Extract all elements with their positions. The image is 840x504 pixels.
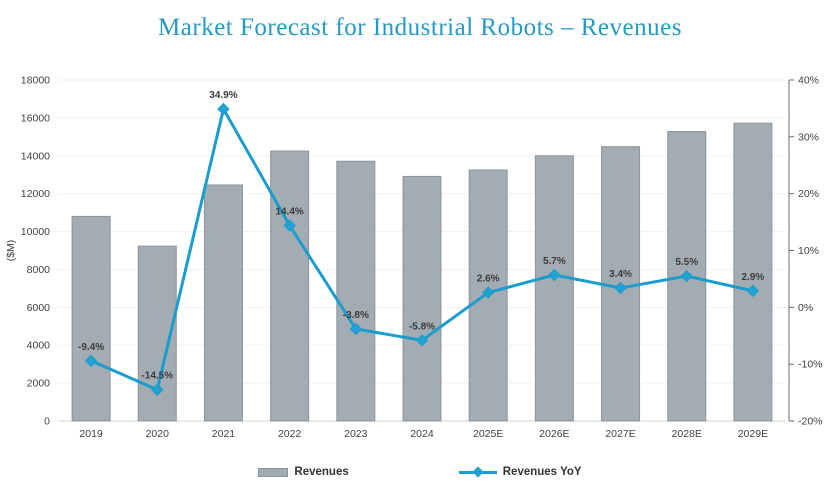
- x-axis-label-2020: 2020: [146, 428, 170, 440]
- yoy-marker-2022: [283, 219, 296, 232]
- bar-2029E: [733, 122, 773, 422]
- left-axis-tick-18000: 18000: [21, 75, 50, 87]
- yoy-data-label-2022: 14.4%: [275, 206, 303, 217]
- yoy-marker-2021: [217, 102, 230, 116]
- yoy-data-label-2027E: 3.4%: [609, 269, 632, 280]
- yoy-data-label-2029E: 2.9%: [742, 272, 765, 283]
- yoy-data-label-2028E: 5.5%: [675, 257, 698, 268]
- yoy-marker-2023: [349, 322, 363, 336]
- yoy-data-label-2025E: 2.6%: [477, 274, 500, 285]
- bar-2021: [203, 184, 243, 422]
- yoy-marker-2029E: [746, 284, 760, 298]
- yoy-marker-2028E: [680, 269, 693, 283]
- legend-item-revenues: Revenues: [258, 466, 349, 478]
- x-axis-label-2029E: 2029E: [738, 428, 768, 440]
- yoy-data-label-2023: -3.8%: [343, 310, 369, 321]
- revenues-swatch-icon: [258, 467, 289, 477]
- x-axis-label-2024: 2024: [410, 428, 434, 440]
- x-axis-label-2022: 2022: [278, 428, 302, 440]
- right-axis-tick--10: -10%: [798, 359, 823, 371]
- bar-2023: [336, 160, 376, 422]
- bar-2022: [270, 150, 310, 422]
- x-axis-label-2028E: 2028E: [672, 428, 702, 440]
- x-axis-label-2025E: 2025E: [473, 428, 503, 440]
- bar-2026E: [534, 155, 574, 422]
- x-axis-label-2021: 2021: [212, 428, 236, 440]
- left-axis-title: ($M): [5, 240, 17, 262]
- x-axis-label-2023: 2023: [344, 428, 368, 440]
- x-axis-label-2019: 2019: [79, 428, 103, 440]
- right-axis-tick-40: 40%: [798, 75, 819, 87]
- bar-2019: [71, 215, 111, 422]
- right-axis-tick-30: 30%: [798, 131, 819, 143]
- x-axis-label-2026E: 2026E: [539, 428, 569, 440]
- right-axis-tick-20: 20%: [798, 188, 819, 200]
- left-axis-tick-2000: 2000: [27, 378, 51, 390]
- left-axis-tick-14000: 14000: [21, 150, 50, 162]
- legend-label-revenues-yoy: Revenues YoY: [502, 466, 582, 478]
- x-axis-label-2027E: 2027E: [605, 428, 635, 440]
- left-axis-tick-12000: 12000: [21, 188, 50, 200]
- yoy-data-label-2021: 34.9%: [209, 90, 237, 101]
- right-axis-tick-10: 10%: [798, 245, 819, 257]
- left-axis-tick-16000: 16000: [21, 112, 50, 124]
- right-axis-tick-0: 0%: [798, 302, 813, 314]
- left-axis-tick-4000: 4000: [27, 340, 51, 352]
- bar-2024: [402, 175, 442, 422]
- left-axis-tick-0: 0: [44, 416, 50, 428]
- yoy-data-label-2026E: 5.7%: [543, 256, 566, 267]
- yoy-marker-2019: [84, 354, 98, 367]
- left-axis-tick-8000: 8000: [27, 264, 51, 276]
- yoy-data-label-2020: -14.5%: [141, 371, 173, 382]
- legend-item-revenues-yoy: Revenues YoY: [458, 466, 582, 478]
- yoy-marker-2020: [151, 383, 164, 396]
- yoy-line-marker-icon: [458, 466, 497, 478]
- yoy-marker-2025E: [481, 286, 495, 299]
- legend-label-revenues: Revenues: [294, 466, 349, 478]
- left-axis-tick-6000: 6000: [27, 302, 51, 314]
- yoy-data-label-2019: -9.4%: [78, 342, 104, 353]
- yoy-marker-2027E: [614, 281, 627, 295]
- right-axis-tick--20: -20%: [798, 416, 823, 428]
- chart-title: Market Forecast for Industrial Robots – …: [158, 14, 682, 41]
- left-axis-tick-10000: 10000: [21, 226, 50, 238]
- yoy-marker-2024: [415, 334, 429, 347]
- chart-legend: Revenues Revenues YoY: [0, 466, 840, 478]
- yoy-data-label-2024: -5.8%: [409, 321, 435, 332]
- yoy-marker-2026E: [548, 268, 561, 282]
- yoy-diamond-icon: [472, 466, 484, 478]
